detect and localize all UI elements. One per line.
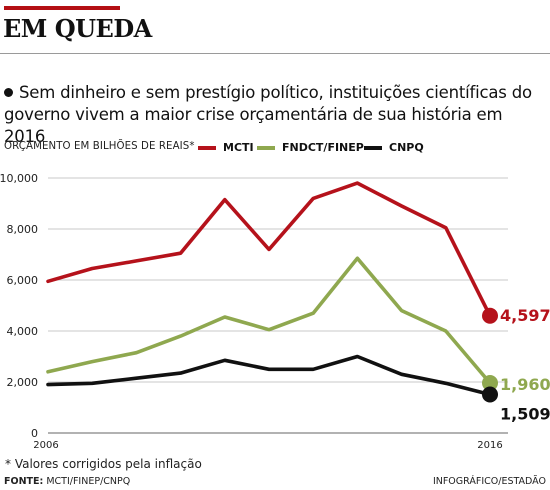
legend-item-mcti: MCTI	[198, 141, 254, 154]
source-label: FONTE:	[4, 476, 44, 487]
legend-label-cnpq: CNPQ	[389, 141, 424, 154]
subtitle-text: Sem dinheiro e sem prestígio político, i…	[4, 83, 532, 146]
legend-label-fndct-finep: FNDCT/FINEP	[282, 141, 364, 154]
legend-item-cnpq: CNPQ	[364, 141, 424, 154]
title-accent-bar	[4, 6, 120, 10]
graphic-credit: INFOGRÁFICO/ESTADÃO	[432, 476, 546, 487]
y-tick-label: 0	[31, 427, 38, 440]
y-tick-label: 2,000	[7, 376, 39, 389]
chart-title: EM QUEDA	[3, 14, 152, 43]
legend-swatch-fndct-finep	[257, 145, 275, 150]
series-line-mcti	[46, 181, 492, 318]
data-label-cnpq: 1,509	[500, 405, 550, 424]
end-marker-fndct-finep	[482, 375, 498, 392]
series-line-cnpq	[46, 354, 492, 397]
bullet-icon	[4, 88, 13, 97]
chart-subtitle: Sem dinheiro e sem prestígio político, i…	[4, 82, 547, 148]
data-label-fndct-finep: 1,960	[500, 375, 550, 394]
series-line-fndct-finep	[46, 256, 492, 385]
legend-swatch-mcti	[198, 145, 216, 150]
y-tick-label: 8,000	[7, 223, 39, 236]
x-tick-label: 2016	[477, 440, 502, 451]
legend-swatch-cnpq	[364, 145, 382, 150]
source-text: MCTI/FINEP/CNPQ	[46, 476, 131, 487]
legend-item-fndct-finep: FNDCT/FINEP	[257, 141, 364, 154]
footnote: * Valores corrigidos pela inflação	[5, 457, 202, 471]
end-marker-cnpq	[482, 386, 498, 403]
data-label-mcti: 4,597	[500, 306, 550, 325]
source-note: FONTE: MCTI/FINEP/CNPQ	[4, 476, 130, 487]
y-axis-label: ORÇAMENTO EM BILHÕES DE REAIS*	[4, 141, 195, 152]
legend-label-mcti: MCTI	[223, 141, 254, 154]
y-tick-label: 10,000	[0, 172, 38, 185]
x-tick-label: 2006	[33, 440, 58, 451]
title-divider	[0, 53, 550, 54]
y-tick-label: 6,000	[7, 274, 39, 287]
y-tick-label: 4,000	[7, 325, 39, 338]
end-marker-mcti	[482, 307, 498, 324]
